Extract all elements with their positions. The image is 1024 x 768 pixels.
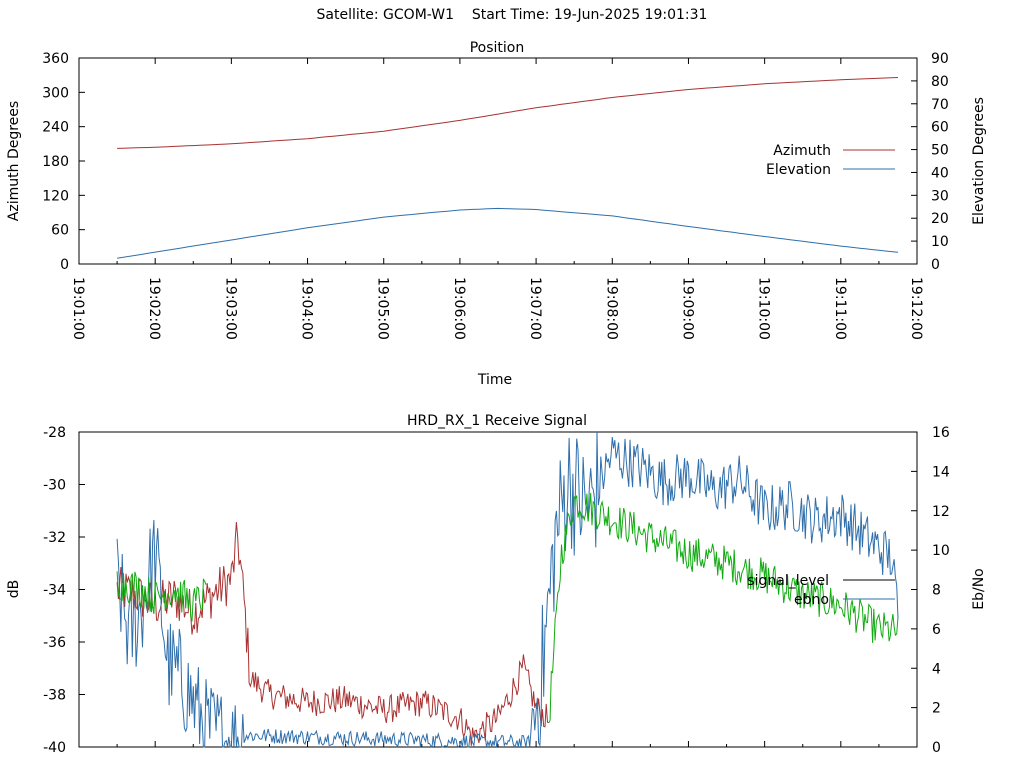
signal-y-axis-label: dB (6, 580, 22, 599)
signal-level-line-early (116, 571, 207, 622)
position-legend-label: Azimuth (773, 143, 831, 159)
position-x-tick-label: 19:03:00 (222, 277, 238, 340)
signal-y2-tick-label: 4 (932, 661, 941, 677)
position-y-tick-label: 300 (42, 85, 69, 101)
position-series-line-azimuth (117, 77, 899, 149)
position-x-tick-label: 19:02:00 (146, 277, 162, 340)
signal-y2-tick-label: 10 (932, 543, 950, 559)
signal-y-tick-label: -40 (43, 740, 66, 756)
signal-chart-title: HRD_RX_1 Receive Signal (407, 413, 587, 429)
signal-y-tick-label: -38 (43, 688, 66, 704)
position-x-axis-label: Time (477, 372, 512, 388)
position-x-tick-label: 19:12:00 (908, 277, 924, 340)
signal-y-tick-label: -28 (43, 425, 66, 441)
satellite-label: Satellite: GCOM-W1 (316, 7, 455, 23)
signal-y2-tick-label: 0 (932, 740, 941, 756)
position-x-tick-label: 19:09:00 (679, 277, 695, 340)
position-y-tick-label: 60 (51, 223, 69, 239)
position-x-tick-label: 19:01:00 (70, 277, 86, 340)
position-x-tick-label: 19:08:00 (603, 277, 619, 340)
signal-y-tick-label: -36 (43, 635, 66, 651)
position-legend-label: Elevation (766, 162, 831, 178)
signal-level-line-high (548, 492, 899, 724)
position-y2-tick-label: 50 (931, 143, 949, 159)
position-x-tick-label: 19:06:00 (451, 277, 467, 340)
ebno-line (116, 431, 899, 749)
signal-y-tick-label: -30 (43, 478, 66, 494)
signal-level-line-low (116, 521, 550, 746)
signal-y2-tick-label: 16 (932, 425, 950, 441)
position-series-line-elevation (117, 207, 899, 259)
position-y-tick-label: 180 (42, 154, 69, 170)
signal-y2-tick-label: 2 (932, 701, 941, 717)
signal-legend-label: ebno (794, 592, 829, 608)
position-y2-tick-label: 10 (931, 234, 949, 250)
position-y2-tick-label: 70 (931, 97, 949, 113)
position-x-tick-label: 19:05:00 (375, 277, 391, 340)
position-chart: Position Azimuth Degrees Elevation Degre… (6, 40, 987, 388)
signal-y2-tick-label: 8 (932, 583, 941, 599)
position-y-tick-label: 240 (42, 120, 69, 136)
start-time-label: Start Time: 19-Jun-2025 19:01:31 (471, 7, 708, 23)
position-x-tick-label: 19:04:00 (299, 277, 315, 340)
signal-y2-tick-label: 12 (932, 504, 950, 520)
position-y-tick-label: 120 (42, 188, 69, 204)
position-y-tick-label: 0 (60, 257, 69, 273)
position-y2-tick-label: 20 (931, 211, 949, 227)
position-y-axis-label: Azimuth Degrees (6, 101, 22, 221)
position-y2-tick-label: 0 (931, 257, 940, 273)
position-y2-tick-label: 30 (931, 188, 949, 204)
receive-signal-chart: HRD_RX_1 Receive Signal dB Eb/No -28 -30 -… (6, 413, 987, 756)
signal-y-tick-label: -34 (43, 583, 66, 599)
position-y2-tick-label: 60 (931, 120, 949, 136)
signal-y-tick-label: -32 (43, 530, 66, 546)
position-x-tick-label: 19:07:00 (527, 277, 543, 340)
signal-legend-label: signal_level (747, 573, 829, 589)
position-x-tick-label: 19:11:00 (832, 277, 848, 340)
position-y2-axis-label: Elevation Degrees (971, 97, 987, 225)
position-plot-frame (78, 57, 918, 265)
position-y2-tick-label: 90 (931, 51, 949, 67)
signal-y2-axis-label: Eb/No (971, 568, 987, 610)
signal-y2-tick-label: 6 (932, 622, 941, 638)
position-y2-tick-label: 80 (931, 74, 949, 90)
signal-y2-tick-label: 14 (932, 464, 950, 480)
position-x-tick-label: 19:10:00 (756, 277, 772, 340)
page-title: Satellite: GCOM-W1 Start Time: 19-Jun-20… (0, 7, 1024, 23)
position-y2-tick-label: 40 (931, 165, 949, 181)
position-y-tick-label: 360 (42, 51, 69, 67)
position-chart-title: Position (470, 40, 525, 56)
